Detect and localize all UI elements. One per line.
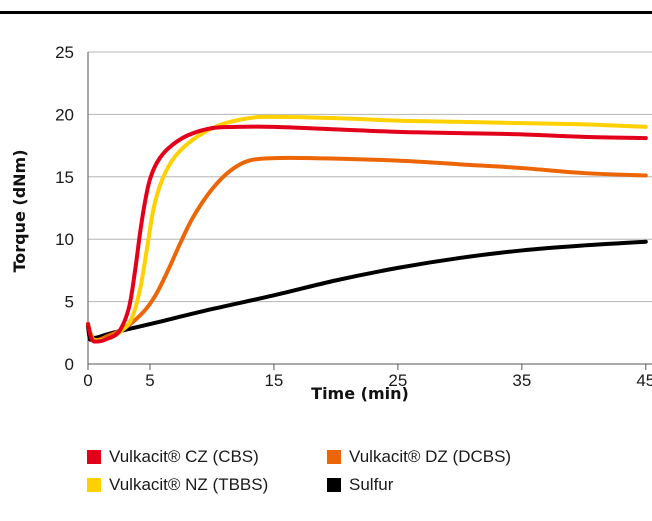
legend-item-sulfur: Sulfur [327,475,393,495]
legend-label-dz: Vulkacit® DZ (DCBS) [349,447,512,466]
x-tick-label: 0 [83,371,92,390]
torque-time-chart: 0 5 10 15 20 25 0 5 15 25 35 45 Time (min) Torque (… [10,43,652,403]
x-tick-label: 25 [388,371,407,390]
y-tick-label: 0 [65,355,74,374]
y-tick-label: 5 [65,293,74,312]
legend-swatch-sulfur [327,478,341,492]
x-axis-title: Time (min) [311,384,409,403]
legend-swatch-dz [327,450,341,464]
y-tick-label: 20 [55,105,74,124]
legend-item-dz: Vulkacit® DZ (DCBS) [327,447,511,467]
legend-swatch-nz [87,478,101,492]
series-cz-line [86,124,648,344]
top-rule [0,11,652,14]
y-tick-label: 10 [55,230,74,249]
y-tick-label: 25 [55,43,74,62]
x-tick-label: 15 [264,371,283,390]
tick-labels: 0 5 10 15 20 25 0 5 15 25 35 45 [55,43,652,390]
legend-label-cz: Vulkacit® CZ (CBS) [109,447,259,466]
legend-label-sulfur: Sulfur [349,475,394,494]
series-nz-line [86,114,648,343]
x-tick-label: 35 [512,371,531,390]
x-tick-label: 5 [145,371,154,390]
legend-label-nz: Vulkacit® NZ (TBBS) [109,475,269,494]
series-sulfur-line [86,239,648,342]
legend-item-cz: Vulkacit® CZ (CBS) [87,447,259,467]
x-tick-label: 45 [636,371,652,390]
series-dz-line [86,155,648,343]
y-tick-label: 15 [55,168,74,187]
series-lines [86,114,648,344]
y-axis-title: Torque (dNm) [10,149,29,272]
legend-item-nz: Vulkacit® NZ (TBBS) [87,475,268,495]
legend-swatch-cz [87,450,101,464]
grid-lines [87,51,652,370]
